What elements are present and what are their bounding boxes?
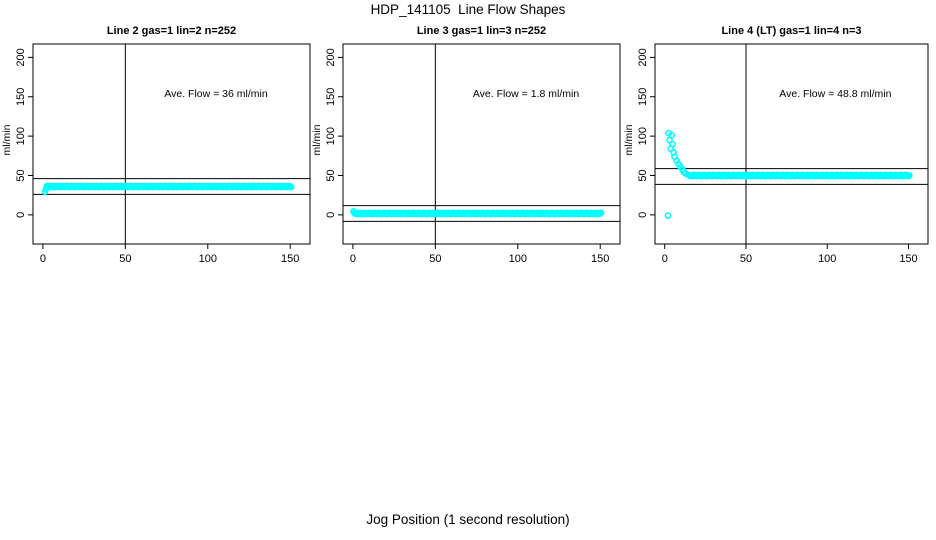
x-tick-label: 0 [662,253,668,265]
x-axis-label: Jog Position (1 second resolution) [366,512,570,527]
x-tick-label: 50 [740,253,752,265]
data-point [905,172,913,179]
x-tick-label: 0 [40,253,46,265]
ave-flow-annotation: Ave. Flow = 48.8 ml/min [779,88,891,100]
panel-title: Line 4 (LT) gas=1 lin=4 n=3 [721,25,861,37]
panel-title: Line 3 gas=1 lin=3 n=252 [417,25,546,37]
y-tick-label: 200 [15,48,27,66]
x-tick-label: 150 [899,253,917,265]
x-tick-label: 100 [818,253,836,265]
y-tick-label: 150 [325,88,337,106]
panel-title: Line 2 gas=1 lin=2 n=252 [107,25,236,37]
y-tick-label: 0 [325,212,337,218]
data-point [597,209,605,217]
panel-3: 0 50 100 150 0 50 100 150 200 ml/min Line 4 (LT) g… [623,25,929,265]
y-axis-label: ml/min [623,124,635,155]
y-tick-label: 50 [15,169,27,181]
data-point [287,183,295,191]
y-axis-label: ml/min [1,124,13,155]
y-tick-label: 0 [637,212,649,218]
x-tick-label: 50 [429,253,441,265]
panel-2: 0 50 100 150 0 50 100 150 200 ml/min Line 3 gas=1 … [311,25,621,265]
chart-title: HDP_141105 Line Flow Shapes [370,2,566,17]
y-tick-label: 50 [637,169,649,181]
y-tick-label: 150 [637,88,649,106]
x-tick-label: 150 [281,253,299,265]
y-tick-label: 0 [15,212,27,218]
plot-frame [654,43,929,245]
x-tick-label: 50 [119,253,131,265]
y-tick-label: 100 [15,127,27,145]
y-tick-label: 200 [325,48,337,66]
plot-frame [32,43,311,245]
data-point [664,212,672,220]
y-tick-label: 100 [637,127,649,145]
x-tick-label: 100 [509,253,527,265]
y-tick-label: 100 [325,127,337,145]
y-axis-label: ml/min [311,124,323,155]
ave-flow-annotation: Ave. Flow = 36 ml/min [164,88,268,100]
x-tick-label: 100 [199,253,217,265]
x-tick-label: 0 [350,253,356,265]
y-tick-label: 50 [325,169,337,181]
ave-flow-annotation: Ave. Flow = 1.8 ml/min [473,88,579,100]
y-tick-label: 150 [15,88,27,106]
y-tick-label: 200 [637,48,649,66]
x-tick-label: 150 [591,253,609,265]
panel-1: 0 50 100 150 0 50 100 150 200 ml/min Line 2 gas=1 … [1,25,311,265]
plot-frame [342,43,621,245]
